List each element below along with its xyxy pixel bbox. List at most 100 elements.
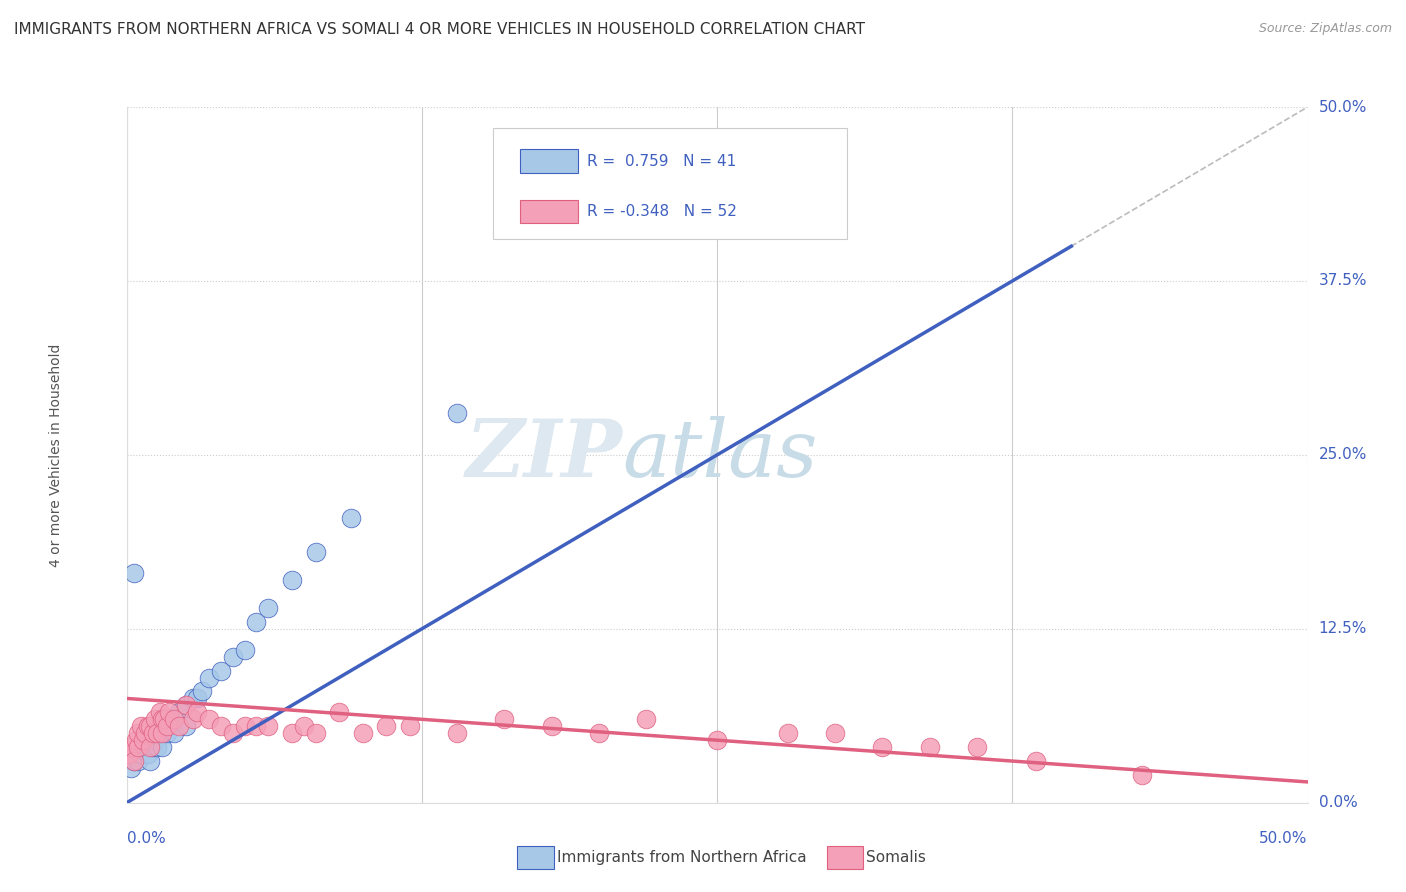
Point bbox=[222, 726, 245, 740]
Point bbox=[118, 747, 141, 761]
Point bbox=[120, 761, 142, 775]
Point bbox=[150, 726, 173, 740]
Point bbox=[1130, 768, 1153, 782]
Point bbox=[150, 712, 173, 726]
Point bbox=[122, 754, 145, 768]
Point bbox=[127, 740, 149, 755]
Point bbox=[129, 719, 152, 733]
Point bbox=[136, 719, 159, 733]
Point bbox=[399, 719, 422, 733]
Point bbox=[730, 155, 752, 169]
Point bbox=[157, 712, 180, 726]
Point bbox=[588, 726, 610, 740]
Point bbox=[174, 698, 197, 713]
Point bbox=[122, 754, 145, 768]
Text: 37.5%: 37.5% bbox=[1319, 274, 1367, 288]
Point bbox=[156, 726, 179, 740]
Point bbox=[136, 747, 159, 761]
Point bbox=[352, 726, 374, 740]
Text: atlas: atlas bbox=[623, 417, 818, 493]
Point bbox=[141, 726, 163, 740]
Point bbox=[824, 726, 846, 740]
Point bbox=[146, 726, 169, 740]
Point bbox=[181, 712, 204, 726]
Point bbox=[233, 642, 256, 657]
Point bbox=[129, 747, 152, 761]
Point bbox=[120, 740, 142, 755]
Text: Somalis: Somalis bbox=[866, 850, 927, 864]
Point bbox=[153, 719, 176, 733]
Point bbox=[186, 691, 208, 706]
Point bbox=[150, 740, 173, 755]
Point bbox=[446, 726, 468, 740]
Text: 50.0%: 50.0% bbox=[1319, 100, 1367, 114]
Text: R =  0.759   N = 41: R = 0.759 N = 41 bbox=[588, 153, 737, 169]
Point bbox=[257, 601, 280, 615]
Point bbox=[304, 726, 326, 740]
Point bbox=[143, 733, 166, 747]
Point bbox=[139, 733, 162, 747]
Text: 50.0%: 50.0% bbox=[1260, 830, 1308, 846]
Point bbox=[139, 726, 162, 740]
Point bbox=[163, 726, 186, 740]
Point bbox=[209, 664, 232, 678]
Point bbox=[222, 649, 245, 664]
Point bbox=[245, 719, 267, 733]
Text: ZIP: ZIP bbox=[465, 417, 623, 493]
Point bbox=[918, 740, 941, 755]
Point bbox=[125, 733, 148, 747]
Point bbox=[139, 740, 162, 755]
Point bbox=[281, 573, 304, 587]
Text: R = -0.348   N = 52: R = -0.348 N = 52 bbox=[588, 204, 737, 219]
Point bbox=[157, 706, 180, 720]
Point bbox=[156, 719, 179, 733]
Point bbox=[132, 733, 155, 747]
Point bbox=[127, 726, 149, 740]
Point bbox=[181, 691, 204, 706]
Point bbox=[776, 726, 799, 740]
Text: 0.0%: 0.0% bbox=[1319, 796, 1357, 810]
Point bbox=[328, 706, 350, 720]
Point bbox=[198, 671, 221, 685]
Point bbox=[540, 719, 562, 733]
Point bbox=[281, 726, 304, 740]
Text: IMMIGRANTS FROM NORTHERN AFRICA VS SOMALI 4 OR MORE VEHICLES IN HOUSEHOLD CORREL: IMMIGRANTS FROM NORTHERN AFRICA VS SOMAL… bbox=[14, 22, 865, 37]
FancyBboxPatch shape bbox=[492, 128, 846, 239]
Point bbox=[198, 712, 221, 726]
Point bbox=[872, 740, 894, 755]
Point bbox=[186, 706, 208, 720]
Text: 4 or more Vehicles in Household: 4 or more Vehicles in Household bbox=[49, 343, 63, 566]
Point bbox=[139, 719, 162, 733]
Point bbox=[143, 712, 166, 726]
Text: Immigrants from Northern Africa: Immigrants from Northern Africa bbox=[557, 850, 807, 864]
FancyBboxPatch shape bbox=[520, 200, 578, 223]
Point bbox=[174, 719, 197, 733]
Point bbox=[167, 719, 190, 733]
Point bbox=[233, 719, 256, 733]
Point bbox=[134, 726, 156, 740]
Point bbox=[209, 719, 232, 733]
Point bbox=[141, 740, 163, 755]
Point bbox=[146, 740, 169, 755]
Point bbox=[153, 712, 176, 726]
Point bbox=[163, 712, 186, 726]
Point bbox=[149, 726, 172, 740]
Point bbox=[127, 740, 149, 755]
Text: 12.5%: 12.5% bbox=[1319, 622, 1367, 636]
FancyBboxPatch shape bbox=[520, 150, 578, 173]
Point bbox=[132, 740, 155, 755]
Point bbox=[494, 712, 516, 726]
Point bbox=[245, 615, 267, 629]
Point bbox=[174, 698, 197, 713]
Point bbox=[1025, 754, 1047, 768]
Point bbox=[149, 706, 172, 720]
Point bbox=[966, 740, 988, 755]
Point bbox=[375, 719, 398, 733]
Text: Source: ZipAtlas.com: Source: ZipAtlas.com bbox=[1258, 22, 1392, 36]
Point bbox=[257, 719, 280, 733]
Point bbox=[636, 712, 658, 726]
Text: 25.0%: 25.0% bbox=[1319, 448, 1367, 462]
Point bbox=[139, 754, 162, 768]
Point bbox=[292, 719, 315, 733]
Point bbox=[122, 566, 145, 581]
